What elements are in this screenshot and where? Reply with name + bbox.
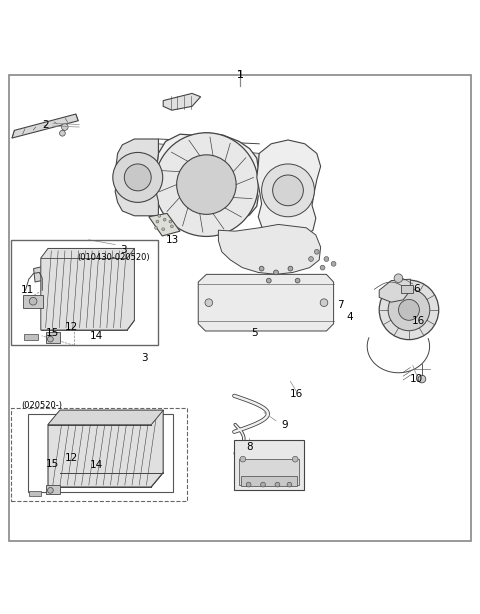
- Circle shape: [379, 280, 439, 340]
- Text: 15: 15: [46, 459, 60, 470]
- Bar: [24, 334, 38, 340]
- Polygon shape: [48, 410, 163, 487]
- Bar: [401, 286, 413, 293]
- Text: 1: 1: [237, 70, 243, 80]
- Circle shape: [240, 456, 246, 462]
- Text: 13: 13: [166, 235, 180, 245]
- Bar: [234, 440, 304, 491]
- Text: 5: 5: [251, 328, 258, 338]
- Text: 8: 8: [246, 442, 252, 452]
- Circle shape: [61, 123, 68, 130]
- Circle shape: [60, 130, 65, 136]
- Circle shape: [398, 300, 420, 321]
- Circle shape: [155, 227, 157, 229]
- Polygon shape: [149, 214, 180, 236]
- Polygon shape: [163, 93, 201, 110]
- Text: 11: 11: [21, 285, 35, 295]
- Bar: [241, 476, 297, 486]
- Bar: [29, 491, 41, 495]
- Bar: [46, 332, 60, 343]
- Circle shape: [287, 482, 292, 487]
- Polygon shape: [48, 410, 163, 425]
- Text: 15: 15: [46, 328, 60, 338]
- Polygon shape: [34, 265, 52, 282]
- Circle shape: [259, 266, 264, 271]
- Text: 6: 6: [413, 284, 420, 294]
- Circle shape: [246, 482, 251, 487]
- Bar: [46, 484, 60, 494]
- Bar: [11, 408, 187, 502]
- Polygon shape: [257, 140, 321, 241]
- Polygon shape: [156, 133, 258, 227]
- Text: 2: 2: [42, 120, 49, 130]
- Text: 16: 16: [411, 316, 425, 327]
- Circle shape: [29, 297, 37, 305]
- Polygon shape: [379, 279, 410, 302]
- Circle shape: [113, 152, 163, 203]
- Bar: [239, 459, 299, 484]
- Text: 1: 1: [237, 70, 243, 80]
- Circle shape: [273, 175, 303, 206]
- Text: 9: 9: [281, 419, 288, 430]
- Bar: [23, 295, 43, 308]
- Circle shape: [320, 299, 328, 306]
- Polygon shape: [12, 114, 78, 138]
- Circle shape: [48, 336, 53, 342]
- Circle shape: [309, 257, 313, 262]
- Polygon shape: [218, 225, 321, 274]
- Polygon shape: [115, 139, 158, 216]
- Text: 3: 3: [141, 354, 147, 363]
- Circle shape: [295, 278, 300, 283]
- Circle shape: [163, 218, 166, 221]
- Polygon shape: [158, 144, 259, 165]
- Circle shape: [324, 257, 329, 262]
- Circle shape: [388, 289, 430, 331]
- Circle shape: [124, 164, 151, 191]
- Circle shape: [320, 265, 325, 270]
- Bar: [28, 414, 173, 492]
- Text: 12: 12: [64, 322, 78, 332]
- Circle shape: [261, 482, 265, 487]
- Polygon shape: [41, 249, 134, 330]
- Text: 16: 16: [289, 389, 303, 399]
- Circle shape: [170, 225, 173, 228]
- Text: 7: 7: [337, 300, 344, 309]
- Text: 14: 14: [89, 331, 103, 341]
- Circle shape: [169, 220, 172, 223]
- Text: (010430-020520): (010430-020520): [77, 252, 150, 262]
- Circle shape: [177, 155, 236, 214]
- Text: (020520-): (020520-): [22, 401, 63, 410]
- Circle shape: [394, 274, 403, 282]
- Circle shape: [275, 482, 280, 487]
- Circle shape: [48, 488, 53, 493]
- Circle shape: [314, 249, 319, 254]
- Circle shape: [331, 262, 336, 266]
- Circle shape: [266, 278, 271, 283]
- Text: 4: 4: [346, 311, 353, 322]
- Text: 10: 10: [410, 374, 423, 384]
- Circle shape: [274, 270, 278, 275]
- Circle shape: [156, 220, 159, 223]
- Circle shape: [262, 164, 314, 217]
- Circle shape: [292, 456, 298, 462]
- Text: 12: 12: [64, 453, 78, 463]
- Circle shape: [158, 214, 161, 217]
- Circle shape: [205, 299, 213, 306]
- Circle shape: [288, 266, 293, 271]
- Text: 14: 14: [89, 460, 103, 470]
- Bar: [11, 240, 158, 346]
- Text: 3: 3: [120, 246, 127, 255]
- Circle shape: [418, 375, 426, 383]
- Circle shape: [155, 133, 258, 236]
- Circle shape: [162, 228, 165, 231]
- Polygon shape: [198, 274, 334, 331]
